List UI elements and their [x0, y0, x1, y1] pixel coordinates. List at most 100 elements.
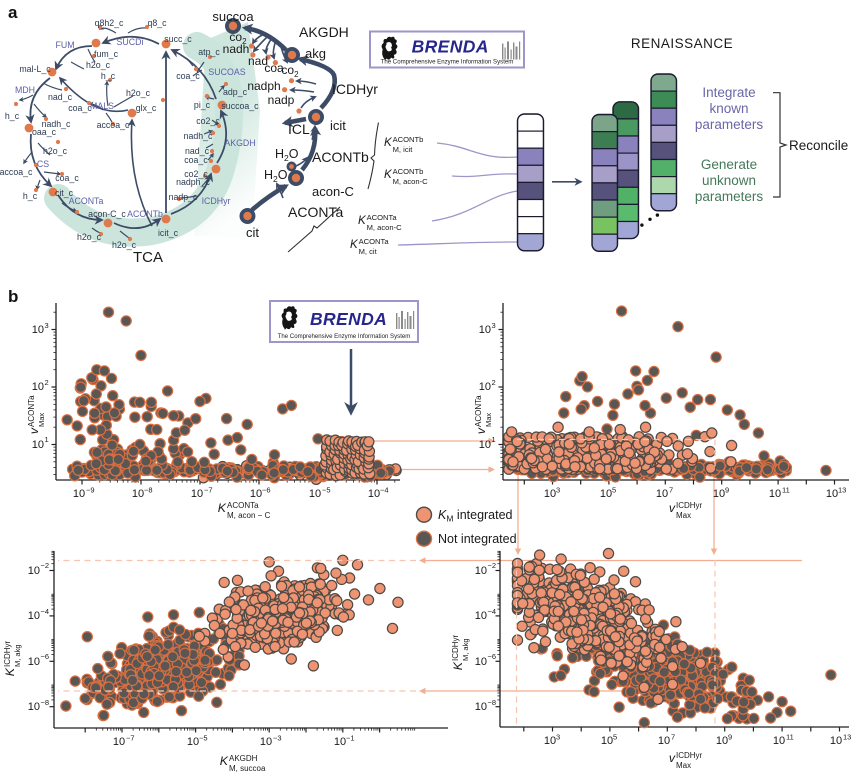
svg-text:nad_c: nad_c	[185, 146, 210, 156]
svg-text:icit: icit	[330, 118, 346, 133]
svg-text:−6: −6	[262, 486, 271, 495]
svg-text:5: 5	[613, 733, 617, 742]
svg-text:10: 10	[475, 701, 487, 713]
svg-text:KM integrated: KM integrated	[438, 508, 513, 524]
svg-text:adp_c: adp_c	[223, 87, 248, 97]
svg-text:10: 10	[656, 488, 668, 500]
svg-text:−9: −9	[86, 486, 95, 495]
svg-text:a: a	[8, 3, 18, 22]
svg-text:7: 7	[669, 486, 673, 495]
svg-text:ICL: ICL	[288, 121, 310, 137]
svg-text:coa_c: coa_c	[68, 103, 92, 113]
svg-text:ICDHyr: ICDHyr	[3, 640, 12, 667]
svg-text:10: 10	[191, 488, 203, 500]
svg-text:succ_c: succ_c	[164, 34, 192, 44]
svg-text:10: 10	[187, 736, 199, 748]
svg-text:−5: −5	[322, 486, 331, 495]
svg-text:The Comprehensive Enzyme Infor: The Comprehensive Enzyme Information Sys…	[278, 333, 411, 340]
svg-text:ICDHyr: ICDHyr	[676, 501, 703, 510]
svg-text:MALS: MALS	[90, 101, 114, 111]
svg-text:h_c: h_c	[23, 191, 38, 201]
svg-text:coa: coa	[264, 61, 284, 75]
svg-text:succoa: succoa	[212, 9, 254, 24]
svg-text:−7: −7	[126, 734, 135, 743]
svg-text:parameters: parameters	[695, 117, 764, 132]
svg-text:ICDHyr: ICDHyr	[451, 634, 460, 661]
svg-text:K: K	[451, 661, 465, 670]
svg-text:pi_c: pi_c	[194, 100, 211, 110]
svg-text:nad: nad	[248, 54, 268, 68]
svg-text:5: 5	[612, 486, 616, 495]
svg-text:M, succoa: M, succoa	[229, 764, 266, 773]
svg-text:v: v	[669, 501, 676, 515]
svg-text:M, acon − C: M, acon − C	[227, 511, 271, 520]
svg-text:accoa_c: accoa_c	[97, 120, 130, 130]
svg-text:parameters: parameters	[695, 189, 764, 204]
svg-text:10: 10	[479, 324, 491, 336]
svg-text:11: 11	[782, 486, 790, 495]
svg-text:10: 10	[479, 439, 491, 451]
svg-text:cit: cit	[246, 225, 259, 240]
svg-text:Max: Max	[676, 761, 691, 770]
svg-text:Max: Max	[484, 413, 493, 427]
svg-text:Max: Max	[37, 413, 46, 427]
svg-text:10: 10	[32, 324, 44, 336]
svg-text:succoa_c: succoa_c	[221, 101, 259, 111]
svg-text:co2: co2	[281, 63, 299, 79]
svg-text:co2_c: co2_c	[196, 116, 220, 126]
svg-text:acon-C: acon-C	[312, 184, 354, 199]
svg-text:ICDHyr: ICDHyr	[202, 196, 231, 206]
svg-text:coa_c: coa_c	[55, 173, 79, 183]
svg-text:v: v	[27, 427, 41, 434]
svg-text:Max: Max	[676, 511, 691, 520]
svg-text:10: 10	[334, 736, 346, 748]
svg-text:1: 1	[45, 435, 49, 444]
svg-text:ICDHyr: ICDHyr	[676, 751, 703, 760]
svg-text:9: 9	[728, 733, 732, 742]
svg-text:−5: −5	[199, 734, 208, 743]
svg-text:CS: CS	[37, 159, 49, 169]
svg-text:−8: −8	[41, 698, 50, 707]
svg-text:mal-L_c: mal-L_c	[19, 64, 51, 74]
svg-text:H2O: H2O	[264, 168, 288, 184]
svg-text:v: v	[474, 427, 488, 434]
svg-text:ACONTb: ACONTb	[127, 209, 163, 219]
svg-text:coa_c: coa_c	[176, 71, 200, 81]
svg-text:M, akg: M, akg	[13, 644, 22, 667]
svg-text:Integrate: Integrate	[702, 85, 755, 100]
svg-text:1: 1	[492, 435, 496, 444]
svg-text:10: 10	[113, 736, 125, 748]
svg-text:10: 10	[826, 488, 838, 500]
svg-text:cit_c: cit_c	[55, 188, 74, 198]
svg-text:M, acon-C: M, acon-C	[393, 177, 429, 186]
svg-text:q8h2_c: q8h2_c	[95, 18, 124, 28]
svg-text:2: 2	[45, 378, 49, 387]
svg-text:10: 10	[32, 381, 44, 393]
svg-text:nadh_c: nadh_c	[42, 119, 71, 129]
svg-text:−6: −6	[41, 652, 50, 661]
svg-text:SUCDi: SUCDi	[117, 37, 144, 47]
svg-text:−2: −2	[41, 561, 50, 570]
svg-text:nadph_c: nadph_c	[176, 177, 210, 187]
svg-text:oaa_c: oaa_c	[32, 127, 57, 137]
svg-text:b: b	[8, 287, 18, 306]
svg-text:fum_c: fum_c	[94, 49, 119, 59]
svg-text:nadph: nadph	[247, 79, 280, 93]
svg-text:10: 10	[658, 735, 670, 747]
svg-text:−4: −4	[41, 607, 50, 616]
svg-text:nadp_c: nadp_c	[169, 192, 198, 202]
svg-text:akg: akg	[305, 46, 326, 61]
svg-text:h2o_c: h2o_c	[77, 232, 102, 242]
svg-text:h2o_c: h2o_c	[112, 240, 137, 250]
svg-text:−8: −8	[144, 486, 153, 495]
svg-text:h2o_c: h2o_c	[126, 88, 151, 98]
svg-text:AKGDH: AKGDH	[299, 24, 349, 40]
svg-text:−8: −8	[488, 698, 497, 707]
svg-text:10: 10	[368, 488, 380, 500]
svg-text:The Comprehensive Enzyme Infor: The Comprehensive Enzyme Information Sys…	[381, 59, 514, 66]
svg-text:3: 3	[556, 486, 560, 495]
svg-text:M, acon-C: M, acon-C	[367, 223, 403, 232]
svg-text:h2o_c: h2o_c	[43, 146, 68, 156]
svg-text:10: 10	[475, 610, 487, 622]
svg-text:K: K	[358, 215, 367, 227]
